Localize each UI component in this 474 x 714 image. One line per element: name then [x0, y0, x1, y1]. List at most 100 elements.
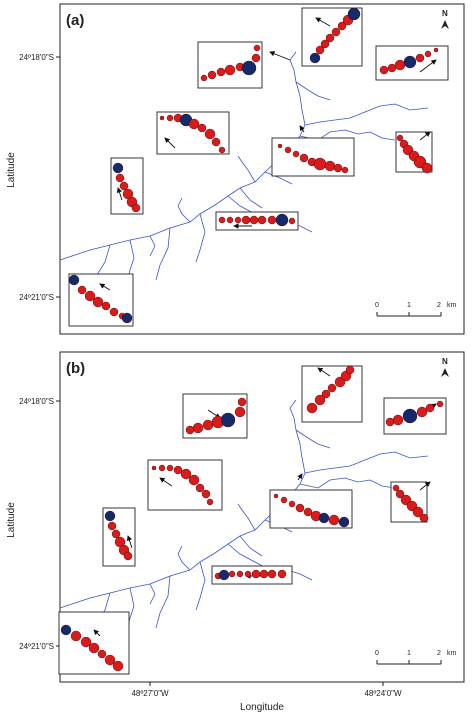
river-segment: [195, 561, 206, 611]
scale-bar: 0 1 2 km: [375, 302, 457, 317]
red-sample-circle: [218, 146, 226, 154]
red-sample-circle: [425, 403, 435, 413]
red-sample-circle: [159, 115, 165, 121]
flow-arrow-icon: [93, 629, 101, 637]
svg-text:N: N: [442, 9, 448, 18]
red-sample-circle: [237, 397, 247, 407]
red-sample-circle: [241, 215, 251, 225]
flow-arrow-icon: [419, 131, 431, 141]
flow-arrow-icon: [159, 477, 173, 487]
red-sample-circle: [267, 215, 277, 225]
red-sample-circle: [166, 464, 174, 472]
red-sample-circle: [151, 465, 157, 471]
red-sample-circle: [280, 496, 288, 504]
red-sample-circle: [123, 551, 133, 561]
red-sample-circle: [166, 114, 174, 122]
scale-label-1: 1: [407, 302, 411, 309]
y-axis-label-b: Latitude: [6, 502, 17, 538]
blue-sample-circle: [104, 510, 116, 522]
red-sample-circle: [80, 636, 92, 648]
blue-sample-circle: [318, 512, 330, 524]
red-sample-circle: [325, 33, 335, 43]
blue-sample-circle: [275, 213, 289, 227]
scale-label-unit: km: [447, 302, 457, 309]
red-sample-circle: [288, 217, 296, 225]
flow-arrow-icon: [269, 51, 291, 61]
sampling-inset: [110, 157, 144, 215]
red-sample-circle: [131, 203, 141, 213]
red-sample-circle: [251, 569, 261, 579]
scale-label-0: 0: [375, 302, 379, 309]
red-sample-circle: [331, 27, 341, 37]
sampling-inset: [271, 125, 355, 177]
red-sample-circle: [253, 44, 261, 52]
red-sample-circle: [195, 483, 205, 493]
red-sample-circle: [207, 70, 217, 80]
red-sample-circle: [277, 143, 283, 149]
red-sample-circle: [201, 489, 211, 499]
red-sample-circle: [216, 67, 226, 77]
red-sample-circle: [436, 400, 444, 408]
red-sample-circle: [424, 50, 432, 58]
river-segment: [149, 235, 156, 257]
panel-b-label: (b): [66, 360, 85, 377]
red-sample-circle: [180, 468, 192, 480]
blue-sample-circle: [68, 274, 80, 286]
red-sample-circle: [88, 642, 100, 654]
sampling-inset: [301, 365, 363, 423]
blue-sample-circle: [347, 7, 361, 21]
sampling-inset: [390, 481, 431, 523]
red-sample-circle: [320, 39, 330, 49]
red-sample-circle: [337, 21, 347, 31]
red-sample-circle: [249, 215, 259, 225]
flow-arrow-icon: [315, 17, 331, 27]
red-sample-circle: [299, 153, 309, 163]
flow-arrow-icon: [126, 535, 133, 549]
red-sample-circle: [244, 570, 252, 578]
river-segment: [155, 575, 171, 629]
sampling-inset: [58, 611, 130, 675]
red-sample-circle: [313, 157, 327, 171]
red-sample-circle: [200, 74, 208, 82]
river-segment: [304, 451, 429, 474]
blue-sample-circle: [220, 412, 236, 428]
red-sample-circle: [158, 464, 166, 472]
red-sample-circle: [277, 569, 287, 579]
flow-arrow-icon: [317, 367, 331, 377]
red-sample-circle: [211, 137, 221, 147]
red-sample-circle: [112, 660, 124, 672]
river-segment: [237, 155, 256, 183]
red-sample-circle: [328, 514, 340, 526]
red-sample-circle: [234, 216, 242, 224]
red-sample-circle: [314, 394, 326, 406]
sampling-inset: [147, 459, 223, 511]
lat-tick-18: 24º18'0"S: [19, 397, 54, 406]
red-sample-circle: [396, 134, 404, 142]
red-sample-circle: [295, 503, 305, 513]
red-sample-circle: [257, 215, 267, 225]
blue-sample-circle: [403, 55, 417, 69]
red-sample-circle: [259, 569, 269, 579]
red-sample-circle: [421, 162, 433, 174]
sampling-inset: [269, 473, 353, 529]
y-axis-label-a: Latitude: [6, 152, 17, 188]
red-sample-circle: [188, 118, 200, 130]
flow-arrow-icon: [297, 473, 303, 481]
sampling-inset: [102, 507, 136, 567]
red-sample-circle: [101, 301, 111, 311]
red-sample-circle: [192, 422, 204, 434]
river-segment: [177, 545, 191, 571]
lat-tick-21: 24º21'0"S: [19, 642, 54, 651]
scale-label-2: 2: [437, 302, 441, 309]
red-sample-circle: [226, 216, 234, 224]
red-sample-circle: [236, 570, 244, 578]
flow-arrow-icon: [116, 187, 123, 201]
red-sample-circle: [415, 53, 425, 63]
red-sample-circle: [115, 173, 125, 183]
inset-frame: [301, 365, 363, 423]
red-sample-circle: [321, 389, 331, 399]
red-sample-circle: [315, 45, 325, 55]
red-sample-circle: [107, 521, 117, 531]
blue-sample-circle: [241, 60, 257, 76]
